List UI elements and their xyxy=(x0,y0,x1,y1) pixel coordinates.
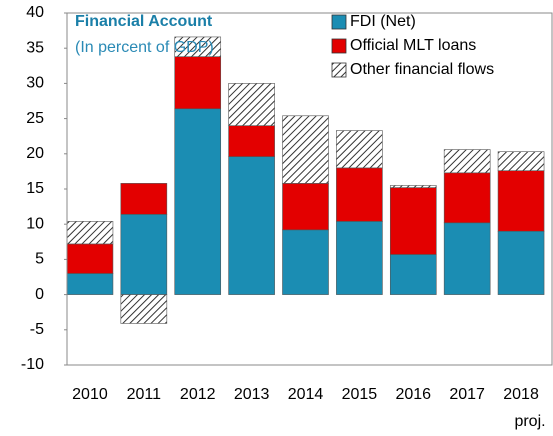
bar-segment xyxy=(497,170,545,232)
bar-segment xyxy=(443,149,491,174)
x-tick-label: 2010 xyxy=(72,386,108,403)
bar-segment xyxy=(66,221,114,245)
bar-segment xyxy=(120,214,168,295)
y-tick-label: 0 xyxy=(35,286,44,303)
bar-segment xyxy=(336,167,383,222)
y-tick-label: 15 xyxy=(26,180,44,197)
x-tick-label: 2012 xyxy=(180,386,216,403)
bar-segment xyxy=(174,36,222,57)
legend-label: Official MLT loans xyxy=(350,37,476,54)
x-tick-label: 2015 xyxy=(342,386,378,403)
bar-segment xyxy=(497,230,545,295)
y-tick-label: -10 xyxy=(21,356,44,373)
y-tick-label: 10 xyxy=(26,215,44,232)
bar-segment xyxy=(389,254,437,295)
chart-title: Financial Account xyxy=(75,13,213,30)
bar-segment xyxy=(174,108,222,295)
y-tick-label: 20 xyxy=(26,145,44,162)
bar-segment xyxy=(497,151,545,171)
bar-segment xyxy=(336,221,383,295)
x-annotation: proj. xyxy=(514,413,545,430)
legend-swatch xyxy=(331,38,347,54)
y-tick-label: 35 xyxy=(26,39,44,56)
bar-segment xyxy=(389,185,437,188)
bar-segment xyxy=(443,172,491,224)
x-tick-label: 2018 xyxy=(503,386,539,403)
x-tick-label: 2017 xyxy=(449,386,485,403)
legend-label: Other financial flows xyxy=(350,61,494,78)
x-tick-label: 2016 xyxy=(395,386,431,403)
bar-segment xyxy=(66,273,114,295)
y-tick-label: 30 xyxy=(26,75,44,92)
bar-segment xyxy=(228,125,275,157)
bar-segment xyxy=(228,83,275,126)
y-tick-label: 40 xyxy=(26,4,44,21)
bar-segment xyxy=(443,222,491,295)
x-tick-label: 2014 xyxy=(288,386,324,403)
x-tick-label: 2011 xyxy=(127,386,162,403)
chart-subtitle: (In percent of GDP) xyxy=(75,39,214,56)
y-tick-label: -5 xyxy=(30,321,44,338)
bar-segment xyxy=(120,183,168,215)
bar-segment xyxy=(282,115,329,184)
y-tick-label: 25 xyxy=(26,110,44,127)
bar-segment xyxy=(282,183,329,231)
bar-segment xyxy=(389,187,437,255)
legend-swatch xyxy=(331,14,347,30)
legend-swatch xyxy=(331,62,347,78)
bar-segment xyxy=(336,130,383,169)
bar-segment xyxy=(120,294,168,324)
y-tick-label: 5 xyxy=(35,251,44,268)
bar-segment xyxy=(282,229,329,295)
bar-segment xyxy=(174,56,222,110)
x-tick-label: 2013 xyxy=(234,386,270,403)
bar-segment xyxy=(66,243,114,274)
legend-label: FDI (Net) xyxy=(350,13,416,30)
bar-segment xyxy=(228,156,275,295)
